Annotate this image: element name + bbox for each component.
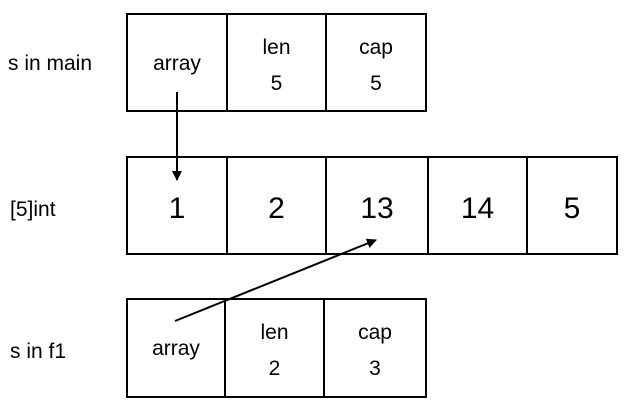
f1-array-field-label: array (152, 337, 200, 360)
array-element-3: 14 (427, 156, 528, 255)
s-in-f1-label: s in f1 (10, 340, 67, 363)
main-cap-value: 5 (370, 72, 382, 95)
main-array-field: array (126, 13, 228, 112)
array-element-value: 13 (360, 192, 394, 225)
f1-cap-label: cap (358, 321, 392, 344)
f1-len-field: len 2 (224, 298, 325, 398)
array-element-value: 1 (168, 192, 186, 225)
main-len-field: len 5 (226, 13, 327, 112)
main-cap-field: cap 5 (325, 13, 427, 112)
f1-len-value: 2 (268, 357, 281, 380)
s-in-main-label: s in main (8, 52, 93, 75)
array-element-value: 14 (460, 192, 495, 225)
f1-len-label: len (260, 321, 289, 344)
f1-cap-value: 3 (369, 357, 381, 380)
main-len-label: len (262, 36, 291, 59)
f1-array-field: array (126, 298, 226, 398)
array-element-4: 5 (526, 156, 618, 255)
main-len-value: 5 (270, 72, 283, 95)
array-element-1: 2 (226, 156, 327, 255)
main-array-field-label: array (153, 52, 201, 75)
array-element-0: 1 (126, 156, 228, 255)
array-element-2: 13 (325, 156, 429, 255)
array-element-value: 2 (268, 192, 285, 225)
array-type-label: [5]int (10, 198, 56, 221)
array-element-value: 5 (563, 192, 581, 225)
f1-cap-field: cap 3 (323, 298, 427, 398)
main-cap-label: cap (359, 36, 393, 59)
